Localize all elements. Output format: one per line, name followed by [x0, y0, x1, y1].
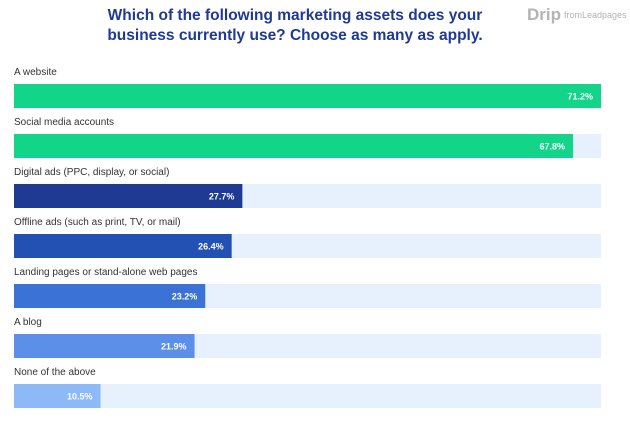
- value-label: 71.2%: [567, 92, 593, 102]
- category-label: None of the above: [14, 367, 96, 378]
- value-label: 26.4%: [198, 242, 224, 252]
- chart-title-line-2: business currently use? Choose as many a…: [107, 27, 482, 44]
- bar-track: [14, 384, 601, 408]
- value-label: 21.9%: [161, 342, 187, 352]
- logo-main-text: Drip: [527, 5, 561, 24]
- logo-brand-text: Leadpages: [582, 10, 627, 20]
- category-label: Landing pages or stand-alone web pages: [14, 267, 197, 278]
- bar: [14, 384, 101, 408]
- value-label: 67.8%: [539, 142, 565, 152]
- bar: [14, 84, 601, 108]
- value-label: 23.2%: [172, 292, 198, 302]
- category-label: Offline ads (such as print, TV, or mail): [14, 217, 181, 228]
- category-label: A website: [14, 67, 57, 78]
- category-label: Social media accounts: [14, 117, 114, 128]
- category-label: Digital ads (PPC, display, or social): [14, 167, 169, 178]
- value-label: 27.7%: [209, 192, 235, 202]
- value-label: 10.5%: [67, 392, 93, 402]
- logo-small-text: from: [564, 10, 582, 20]
- category-label: A blog: [14, 317, 42, 328]
- bar: [14, 234, 232, 258]
- bar-group: A website 71.2% Social media accounts 67.8%…: [14, 67, 601, 408]
- bar: [14, 284, 206, 308]
- bar: [14, 184, 243, 208]
- drip-logo: Drip from Leadpages: [527, 5, 627, 24]
- bar: [14, 134, 573, 158]
- chart-title-line-1: Which of the following marketing assets …: [108, 7, 483, 24]
- bar: [14, 334, 195, 358]
